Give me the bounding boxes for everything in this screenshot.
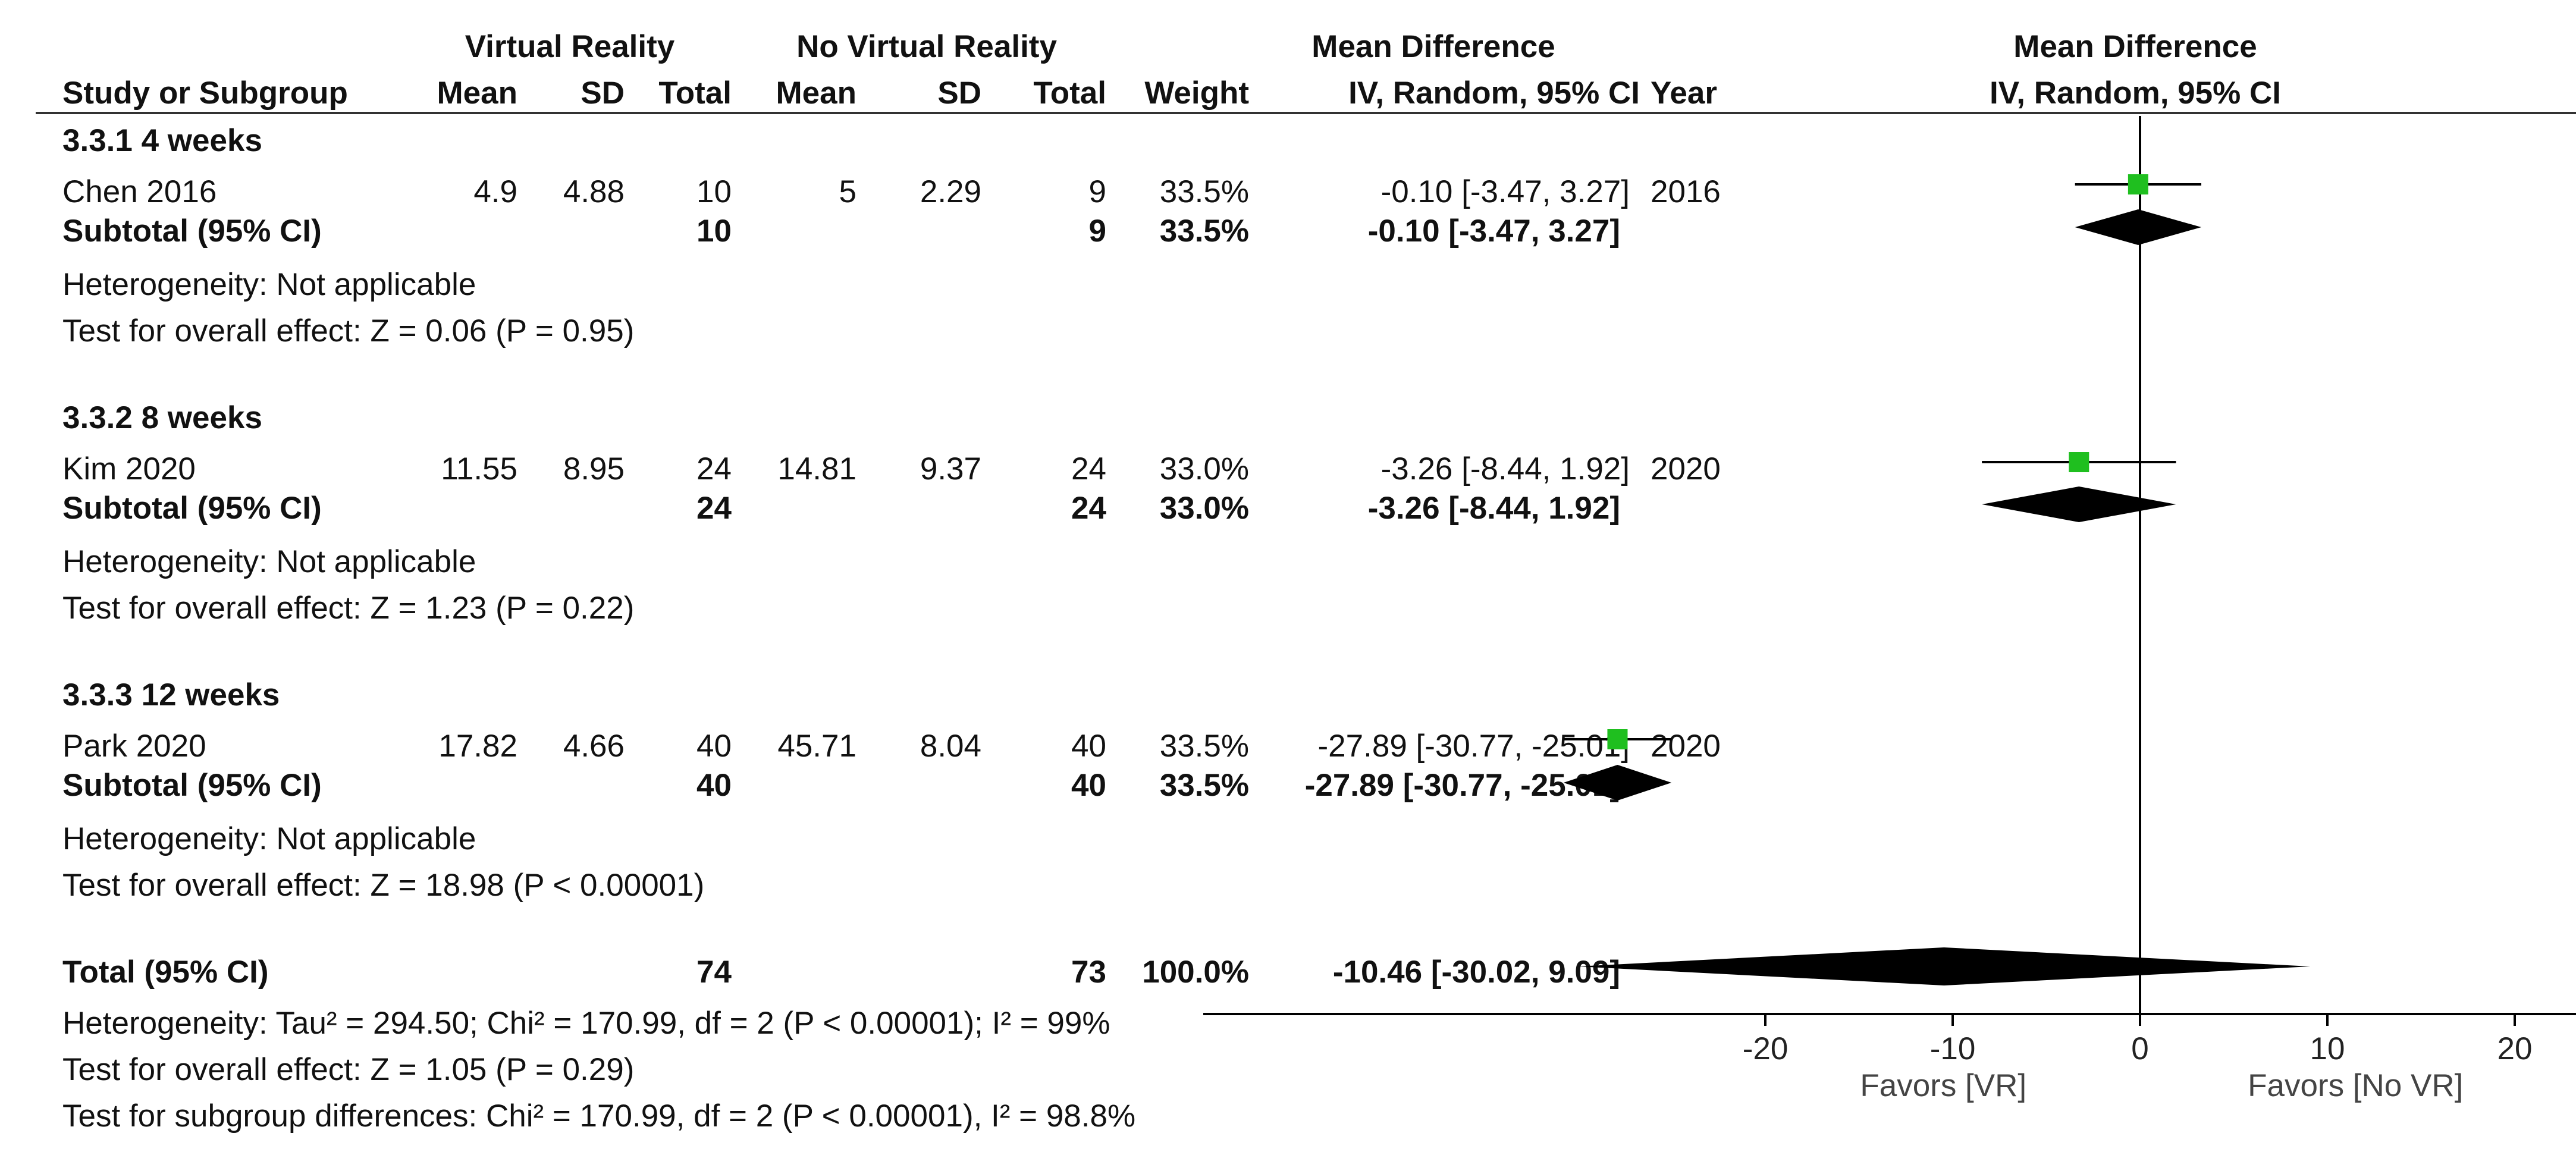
study-sd1: 8.95: [563, 451, 625, 486]
subgroup-title: 3.3.3 12 weeks: [62, 677, 280, 712]
study-name: Kim 2020: [62, 451, 196, 486]
total-total2: 73: [1071, 955, 1106, 990]
x-tick-label: 0: [2131, 1031, 2148, 1066]
subgroup-title: 3.3.1 4 weeks: [62, 123, 262, 158]
study-sd1: 4.66: [563, 729, 625, 764]
subtotal-weight: 33.0%: [1159, 491, 1249, 526]
study-mean2: 14.81: [777, 451, 856, 486]
col-total2-header: Total: [1033, 76, 1106, 111]
col-ci-header: IV, Random, 95% CI: [1348, 76, 1640, 111]
study-marker: [2128, 174, 2148, 194]
overall-effect-text: Test for overall effect: Z = 1.23 (P = 0…: [62, 591, 635, 626]
study-mean1: 17.82: [438, 729, 517, 764]
study-name: Park 2020: [62, 729, 206, 764]
group2-header: No Virtual Reality: [796, 29, 1057, 64]
subtotal-diamond: [1982, 486, 2176, 522]
subgroup-differences-text: Test for subgroup differences: Chi² = 17…: [62, 1098, 1136, 1134]
group1-header: Virtual Reality: [465, 29, 675, 64]
heterogeneity-text: Heterogeneity: Not applicable: [62, 267, 476, 302]
study-sd1: 4.88: [563, 174, 625, 209]
favors-left-label: Favors [VR]: [1860, 1068, 2026, 1103]
total-label: Total (95% CI): [62, 955, 269, 990]
study-mean1: 4.9: [473, 174, 517, 209]
col-sd1-header: SD: [581, 76, 625, 111]
col-sd2-header: SD: [937, 76, 981, 111]
subtotal-ci: -27.89 [-30.77, -25.01]: [1304, 768, 1620, 803]
subtotal-total2: 40: [1071, 768, 1106, 803]
subtotal-diamond: [2075, 209, 2202, 245]
md-plot-title: Mean Difference: [2013, 29, 2257, 64]
study-total1: 24: [696, 451, 732, 486]
total-heterogeneity-text: Heterogeneity: Tau² = 294.50; Chi² = 170…: [62, 1006, 1110, 1041]
study-year: 2020: [1651, 729, 1721, 764]
study-ci: -3.26 [-8.44, 1.92]: [1380, 451, 1630, 486]
subtotal-weight: 33.5%: [1159, 768, 1249, 803]
x-tick-label: 10: [2310, 1031, 2345, 1066]
plot-method-header: IV, Random, 95% CI: [1990, 76, 2281, 111]
x-tick-label: -20: [1743, 1031, 1789, 1066]
subgroup-title: 3.3.2 8 weeks: [62, 400, 262, 435]
study-ci: -27.89 [-30.77, -25.01]: [1317, 729, 1630, 764]
study-year: 2016: [1651, 174, 1721, 209]
subtotal-diamond: [1563, 765, 1672, 801]
study-mean2: 45.71: [777, 729, 856, 764]
col-total1-header: Total: [658, 76, 732, 111]
study-total2: 24: [1071, 451, 1106, 486]
heterogeneity-text: Heterogeneity: Not applicable: [62, 544, 476, 579]
overall-effect-text: Test for overall effect: Z = 18.98 (P < …: [62, 868, 705, 903]
study-marker: [2069, 452, 2089, 472]
overall-diamond: [1577, 947, 2311, 985]
subtotal-total1: 24: [696, 491, 732, 526]
total-weight: 100.0%: [1142, 955, 1249, 990]
study-sd2: 8.04: [920, 729, 981, 764]
col-mean2-header: Mean: [776, 76, 856, 111]
study-year: 2020: [1651, 451, 1721, 486]
favors-right-label: Favors [No VR]: [2248, 1068, 2463, 1103]
total-total1: 74: [696, 955, 732, 990]
subtotal-weight: 33.5%: [1159, 214, 1249, 249]
study-total1: 40: [696, 729, 732, 764]
study-sd2: 9.37: [920, 451, 981, 486]
subtotal-ci: -3.26 [-8.44, 1.92]: [1367, 491, 1620, 526]
study-weight: 33.5%: [1159, 174, 1249, 209]
study-total2: 9: [1088, 174, 1106, 209]
study-total1: 10: [696, 174, 732, 209]
x-tick-label: -10: [1930, 1031, 1976, 1066]
col-study-header: Study or Subgroup: [62, 76, 348, 111]
study-ci: -0.10 [-3.47, 3.27]: [1380, 174, 1630, 209]
study-mean1: 11.55: [441, 451, 517, 486]
study-weight: 33.0%: [1159, 451, 1249, 486]
total-overall-effect-text: Test for overall effect: Z = 1.05 (P = 0…: [62, 1052, 635, 1087]
overall-effect-text: Test for overall effect: Z = 0.06 (P = 0…: [62, 313, 635, 349]
col-mean1-header: Mean: [437, 76, 517, 111]
subtotal-total2: 9: [1088, 214, 1106, 249]
subtotal-ci: -0.10 [-3.47, 3.27]: [1367, 214, 1620, 249]
study-marker: [1607, 729, 1628, 749]
subtotal-total1: 40: [696, 768, 732, 803]
col-weight-header: Weight: [1144, 76, 1249, 111]
subtotal-label: Subtotal (95% CI): [62, 491, 322, 526]
study-weight: 33.5%: [1159, 729, 1249, 764]
header-divider: [36, 112, 2576, 114]
study-sd2: 2.29: [920, 174, 981, 209]
subtotal-total2: 24: [1071, 491, 1106, 526]
x-tick-label: 20: [2497, 1031, 2533, 1066]
subtotal-total1: 10: [696, 214, 732, 249]
col-year-header: Year: [1651, 76, 1718, 111]
subtotal-label: Subtotal (95% CI): [62, 214, 322, 249]
md-table-title: Mean Difference: [1311, 29, 1555, 64]
study-total2: 40: [1071, 729, 1106, 764]
total-ci: -10.46 [-30.02, 9.09]: [1332, 955, 1620, 990]
subtotal-label: Subtotal (95% CI): [62, 768, 322, 803]
study-name: Chen 2016: [62, 174, 217, 209]
study-mean2: 5: [839, 174, 856, 209]
heterogeneity-text: Heterogeneity: Not applicable: [62, 821, 476, 856]
